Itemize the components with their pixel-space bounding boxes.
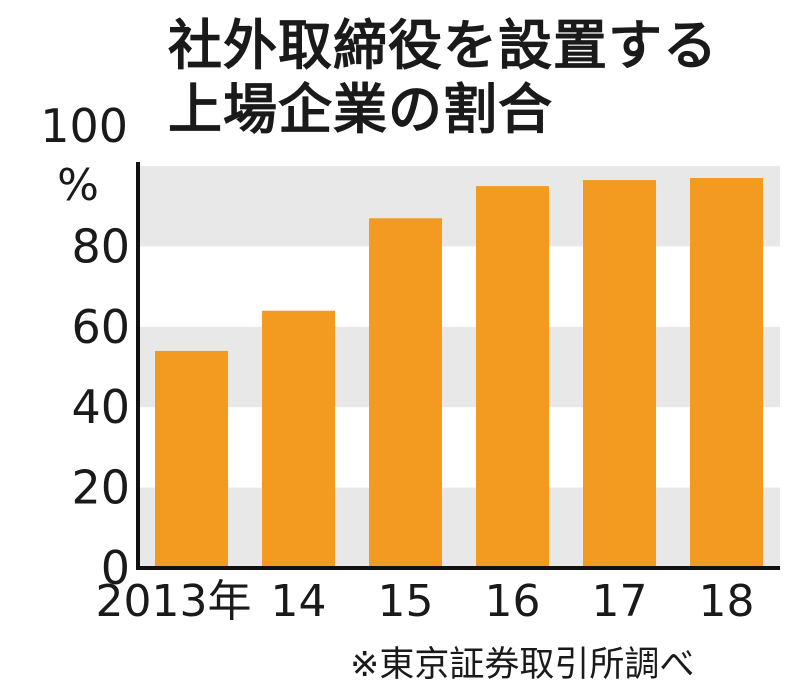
bar <box>262 310 335 568</box>
y-tick-label: 40 <box>71 380 130 434</box>
y-axis-tick-labels: 0 20 40 60 80 100 <box>40 99 130 595</box>
x-tick-label: 18 <box>699 576 755 627</box>
x-axis-tick-labels: 2013年 14 15 16 17 18 <box>96 576 755 627</box>
x-tick-label: 2013年 <box>96 576 252 627</box>
background-band <box>138 326 780 408</box>
background-bands <box>138 166 780 568</box>
x-tick-label: 16 <box>485 576 541 627</box>
chart-title-line-2: 上場企業の割合 <box>168 78 553 141</box>
bar <box>690 178 763 568</box>
x-tick-label: 15 <box>378 576 434 627</box>
y-tick-label: 0 <box>101 541 130 595</box>
chart-title-line-1: 社外取締役を設置する <box>168 14 718 77</box>
background-band <box>138 166 780 247</box>
x-tick-label: 17 <box>592 576 648 627</box>
background-band <box>138 487 780 568</box>
bar <box>476 186 549 568</box>
bar <box>583 180 656 568</box>
source-note: ※東京証券取引所調べ <box>350 645 695 685</box>
y-tick-label: 80 <box>71 219 130 273</box>
bar-series <box>155 178 763 568</box>
bar <box>369 218 442 568</box>
y-tick-label: 60 <box>71 300 130 354</box>
x-tick-label: 14 <box>271 576 327 627</box>
y-tick-label: 20 <box>71 461 130 515</box>
y-axis-unit-label: % <box>57 160 99 211</box>
chart-title: 社外取締役を設置する 上場企業の割合 <box>168 14 788 142</box>
bar <box>155 350 228 568</box>
y-tick-label: 100 <box>40 99 128 153</box>
